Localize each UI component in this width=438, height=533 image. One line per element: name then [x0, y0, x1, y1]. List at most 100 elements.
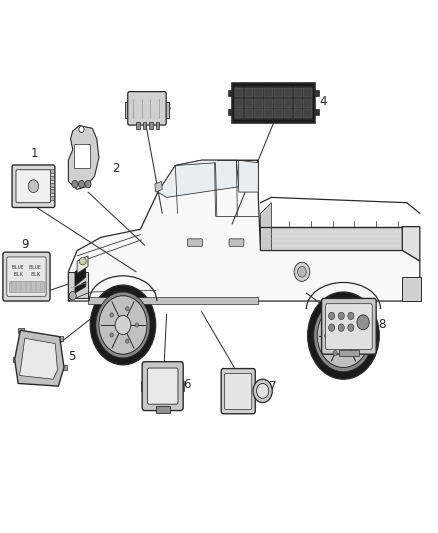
Circle shape	[28, 180, 39, 192]
FancyBboxPatch shape	[155, 122, 159, 130]
Circle shape	[357, 315, 369, 330]
FancyBboxPatch shape	[293, 109, 302, 118]
Circle shape	[115, 316, 131, 335]
FancyBboxPatch shape	[50, 176, 54, 180]
Circle shape	[325, 333, 329, 338]
FancyBboxPatch shape	[235, 99, 243, 108]
Circle shape	[338, 324, 344, 332]
Polygon shape	[77, 256, 88, 273]
FancyBboxPatch shape	[180, 381, 184, 391]
FancyBboxPatch shape	[225, 373, 252, 409]
Circle shape	[126, 339, 129, 343]
Polygon shape	[14, 330, 64, 386]
Polygon shape	[239, 160, 258, 192]
FancyBboxPatch shape	[304, 88, 312, 97]
FancyBboxPatch shape	[274, 109, 283, 118]
FancyBboxPatch shape	[50, 189, 54, 193]
FancyBboxPatch shape	[143, 122, 146, 130]
Polygon shape	[158, 160, 239, 197]
Circle shape	[307, 292, 379, 379]
Circle shape	[350, 316, 354, 321]
Circle shape	[297, 266, 306, 277]
FancyBboxPatch shape	[61, 365, 67, 370]
Circle shape	[99, 296, 147, 354]
FancyBboxPatch shape	[163, 102, 169, 118]
Circle shape	[294, 262, 310, 281]
Text: BLUE  BLUE: BLUE BLUE	[12, 265, 41, 270]
FancyBboxPatch shape	[228, 90, 233, 96]
Circle shape	[348, 312, 354, 320]
FancyBboxPatch shape	[142, 362, 183, 410]
FancyBboxPatch shape	[57, 336, 63, 341]
FancyBboxPatch shape	[50, 182, 54, 187]
FancyBboxPatch shape	[254, 99, 263, 108]
Polygon shape	[19, 338, 57, 379]
Text: 1: 1	[30, 147, 38, 160]
Circle shape	[314, 300, 373, 372]
Circle shape	[78, 180, 85, 188]
FancyBboxPatch shape	[264, 99, 273, 108]
FancyBboxPatch shape	[128, 92, 166, 125]
Circle shape	[317, 304, 370, 368]
Polygon shape	[155, 181, 162, 192]
FancyBboxPatch shape	[18, 328, 24, 333]
FancyBboxPatch shape	[125, 102, 131, 118]
FancyBboxPatch shape	[274, 99, 283, 108]
Circle shape	[338, 312, 344, 320]
Circle shape	[328, 312, 335, 320]
FancyBboxPatch shape	[136, 122, 140, 130]
FancyBboxPatch shape	[284, 109, 292, 118]
Polygon shape	[261, 203, 272, 251]
FancyBboxPatch shape	[235, 109, 243, 118]
FancyBboxPatch shape	[321, 298, 376, 354]
FancyBboxPatch shape	[16, 169, 50, 203]
Polygon shape	[261, 227, 403, 251]
FancyBboxPatch shape	[187, 239, 202, 246]
FancyBboxPatch shape	[244, 109, 253, 118]
Text: 7: 7	[269, 379, 277, 393]
Circle shape	[257, 383, 269, 398]
Circle shape	[126, 306, 129, 311]
FancyBboxPatch shape	[314, 90, 319, 96]
Circle shape	[334, 324, 353, 348]
Polygon shape	[68, 126, 99, 189]
FancyBboxPatch shape	[304, 109, 312, 118]
Circle shape	[72, 180, 78, 188]
Text: BLK   BLK: BLK BLK	[14, 272, 39, 277]
Polygon shape	[75, 281, 86, 293]
FancyBboxPatch shape	[13, 357, 19, 362]
FancyBboxPatch shape	[68, 272, 88, 298]
FancyBboxPatch shape	[229, 239, 244, 246]
FancyBboxPatch shape	[155, 406, 170, 413]
FancyBboxPatch shape	[314, 109, 319, 115]
FancyBboxPatch shape	[264, 88, 273, 97]
FancyBboxPatch shape	[232, 83, 315, 123]
FancyBboxPatch shape	[293, 99, 302, 108]
FancyBboxPatch shape	[325, 304, 372, 350]
Circle shape	[333, 316, 337, 321]
FancyBboxPatch shape	[141, 381, 146, 391]
Circle shape	[110, 333, 113, 337]
Polygon shape	[68, 160, 420, 301]
FancyBboxPatch shape	[244, 88, 253, 97]
FancyBboxPatch shape	[284, 99, 292, 108]
FancyBboxPatch shape	[228, 109, 233, 115]
FancyBboxPatch shape	[12, 165, 55, 207]
FancyBboxPatch shape	[234, 86, 313, 120]
Circle shape	[90, 285, 155, 365]
Circle shape	[69, 292, 76, 300]
FancyBboxPatch shape	[264, 109, 273, 118]
FancyBboxPatch shape	[339, 351, 359, 356]
FancyBboxPatch shape	[235, 88, 243, 97]
FancyBboxPatch shape	[221, 368, 255, 414]
FancyBboxPatch shape	[293, 88, 302, 97]
FancyBboxPatch shape	[244, 99, 253, 108]
FancyBboxPatch shape	[88, 297, 258, 304]
Text: 4: 4	[319, 95, 327, 108]
Circle shape	[135, 323, 139, 327]
FancyBboxPatch shape	[3, 252, 50, 301]
Ellipse shape	[79, 257, 86, 265]
FancyBboxPatch shape	[149, 122, 152, 130]
FancyBboxPatch shape	[304, 99, 312, 108]
Text: 3: 3	[163, 101, 170, 114]
